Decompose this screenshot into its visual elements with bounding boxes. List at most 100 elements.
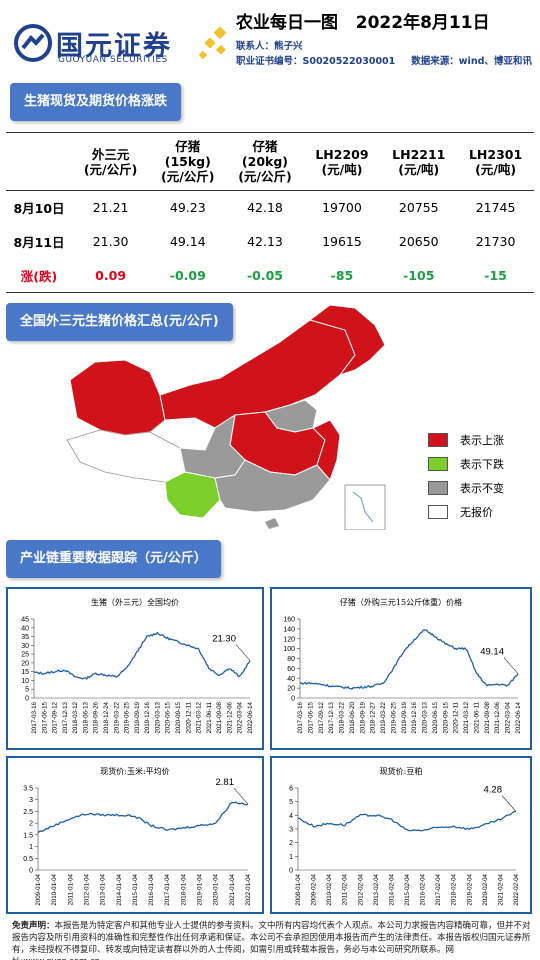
x-tick-label: 2011-02-04: [342, 873, 349, 905]
row-label: 8月10日: [13, 201, 65, 217]
table-row: 8月11日 21.30 49.14 42.13 19615 20650 2173…: [6, 225, 534, 259]
table-cell: 20650: [398, 234, 439, 249]
y-tick-label: 1: [29, 844, 33, 851]
y-tick-label: 15: [21, 669, 29, 676]
x-tick-label: 2020-03-13: [154, 701, 161, 733]
table-cell: 49.14: [169, 234, 206, 249]
chart-hog-price: 生猪（外三元）全国均价 0 5 10 15 20 25 30 35 40 45 2017-03-16…: [6, 587, 264, 750]
report-title: 农业每日一图 2022年8月11日: [236, 8, 490, 33]
table-cell: 21745: [475, 200, 516, 216]
col-header-waisanyuan: 外三元 (元/公斤): [72, 132, 150, 191]
change-cell: -0.05: [226, 258, 304, 293]
series-line: [33, 631, 251, 681]
y-tick-label: 40: [21, 625, 29, 632]
x-tick-label: 2018-06-20: [349, 701, 356, 733]
map-region-unchanged: [265, 518, 279, 529]
x-tick-label: 2019-12-16: [144, 701, 151, 733]
x-tick-label: 2020-01-04: [213, 873, 220, 905]
chart-plot: 0 1 2 3 4 5 6 2008-01-04 2009-02-04 2010-02-04 201…: [289, 785, 520, 906]
x-tick-label: 2018-06-13: [82, 701, 89, 733]
legend-item-up: 表示上涨: [428, 428, 504, 452]
chart-plot: 0 20 40 60 80 100 120 140 160 2017-03-16 2017-06-1…: [283, 617, 522, 734]
y-tick-label: 2: [29, 821, 33, 828]
x-tick-label: 2016-02-04: [420, 873, 427, 905]
y-tick-label: 0: [25, 696, 29, 703]
y-tick-label: 20: [21, 660, 29, 667]
callout-leader: [235, 644, 251, 661]
x-tick-label: 2018-03-22: [339, 701, 346, 733]
map-region-up: [159, 317, 356, 429]
change-cell: 0.09: [72, 258, 150, 293]
y-tick-label: 45: [21, 617, 29, 624]
x-tick-label: 2018-03-12: [72, 701, 79, 733]
x-tick-label: 2018-09-19: [359, 701, 366, 733]
price-table: 外三元 (元/公斤) 仔猪 (15kg) (元/公斤) 仔猪 (20kg) (元/公斤) …: [6, 132, 534, 293]
callout-leader: [501, 795, 517, 812]
y-tick-label: 0: [29, 868, 33, 875]
legend-label: 表示上涨: [460, 434, 504, 447]
x-tick-label: 2020-02-04: [482, 873, 489, 905]
y-tick-label: 0: [289, 868, 293, 875]
y-tick-label: 40: [287, 676, 295, 683]
row-label: 涨(跌): [6, 258, 72, 293]
x-tick-label: 2020-06-15: [165, 701, 172, 733]
report-header: 国元证券 GUOYUAN SECURITIES 农业每日一图 2022年8月11…: [0, 0, 540, 72]
chart-plot: 0 0.5 1 1.5 2 2.5 3 3.5 2009-01-04 2010-01-04 2011…: [23, 777, 252, 905]
series-line: [298, 810, 517, 832]
y-tick-label: 1.5: [23, 832, 33, 839]
series-line: [299, 629, 519, 690]
x-tick-label: 2015-01-04: [132, 873, 139, 905]
y-tick-label: 140: [283, 626, 295, 633]
x-tick-label: 2017-09-12: [318, 701, 325, 733]
x-tick-label: 2015-02-04: [404, 873, 411, 905]
table-cell: 42.18: [247, 200, 283, 216]
x-tick-label: 2019-03-22: [380, 701, 387, 733]
gold-squares-icon: [198, 26, 227, 60]
map-region-down: [164, 471, 221, 519]
y-tick-label: 3: [29, 797, 33, 804]
x-tick-label: 2014-02-04: [388, 873, 395, 905]
table-row: 8月10日 21.21 49.23 42.18 19700 20755 2174…: [6, 191, 534, 225]
x-tick-label: 2017-12-13: [328, 701, 335, 733]
change-cell: -105: [380, 258, 458, 293]
x-tick-label: 2012-02-04: [357, 873, 364, 905]
chart-title: 生猪（外三元）全国均价: [91, 598, 179, 607]
chart-piglet-price: 仔猪（外购三元15公斤体重）价格 0 20 40 60 80 100 120 140 160 20…: [270, 587, 532, 750]
y-tick-label: 160: [283, 617, 295, 624]
x-tick-label: 2018-12-24: [103, 701, 110, 733]
legend-item-down: 表示下跌: [428, 452, 504, 476]
x-tick-label: 2016-01-04: [148, 873, 155, 905]
y-tick-label: 30: [21, 643, 29, 650]
y-tick-label: 6: [289, 786, 293, 793]
legend-swatch: [428, 433, 448, 447]
x-tick-label: 2019-12-16: [411, 701, 418, 733]
series-line: [37, 801, 249, 834]
y-tick-label: 3: [289, 827, 293, 834]
table-cell: 21.30: [92, 234, 129, 249]
cert-number: 职业证书编号：S0020522030001: [236, 56, 396, 67]
x-tick-label: 2009-01-04: [35, 873, 42, 905]
legend-label: 表示下跌: [460, 458, 504, 471]
row-label: 8月11日: [13, 235, 65, 250]
y-tick-label: 0.5: [23, 856, 33, 863]
x-tick-label: 2020-09-15: [442, 701, 449, 733]
data-source: 数据来源：wind、博亚和讯: [411, 56, 532, 67]
table-corner: [6, 132, 72, 191]
x-tick-label: 2021-06-11: [473, 701, 480, 733]
section-label-chain: 产业链重要数据跟踪（元/公斤）: [6, 540, 221, 578]
map-region-up: [69, 359, 166, 436]
x-tick-label: 2009-02-04: [311, 873, 318, 905]
x-tick-label: 2022-03-04: [505, 701, 512, 733]
x-tick-label: 2017-02-04: [435, 873, 442, 905]
x-tick-label: 2017-12-13: [62, 701, 69, 733]
y-tick-label: 1: [289, 854, 293, 861]
col-header-piglet-20: 仔猪 (20kg) (元/公斤): [226, 132, 304, 191]
x-tick-label: 2010-01-04: [51, 873, 58, 905]
legend-swatch: [428, 481, 448, 495]
china-price-map: [66, 304, 386, 530]
y-tick-label: 100: [283, 646, 295, 653]
change-cell: -85: [303, 258, 381, 293]
x-tick-label: 2013-01-04: [100, 873, 107, 905]
x-tick-label: 2018-01-04: [180, 873, 187, 905]
